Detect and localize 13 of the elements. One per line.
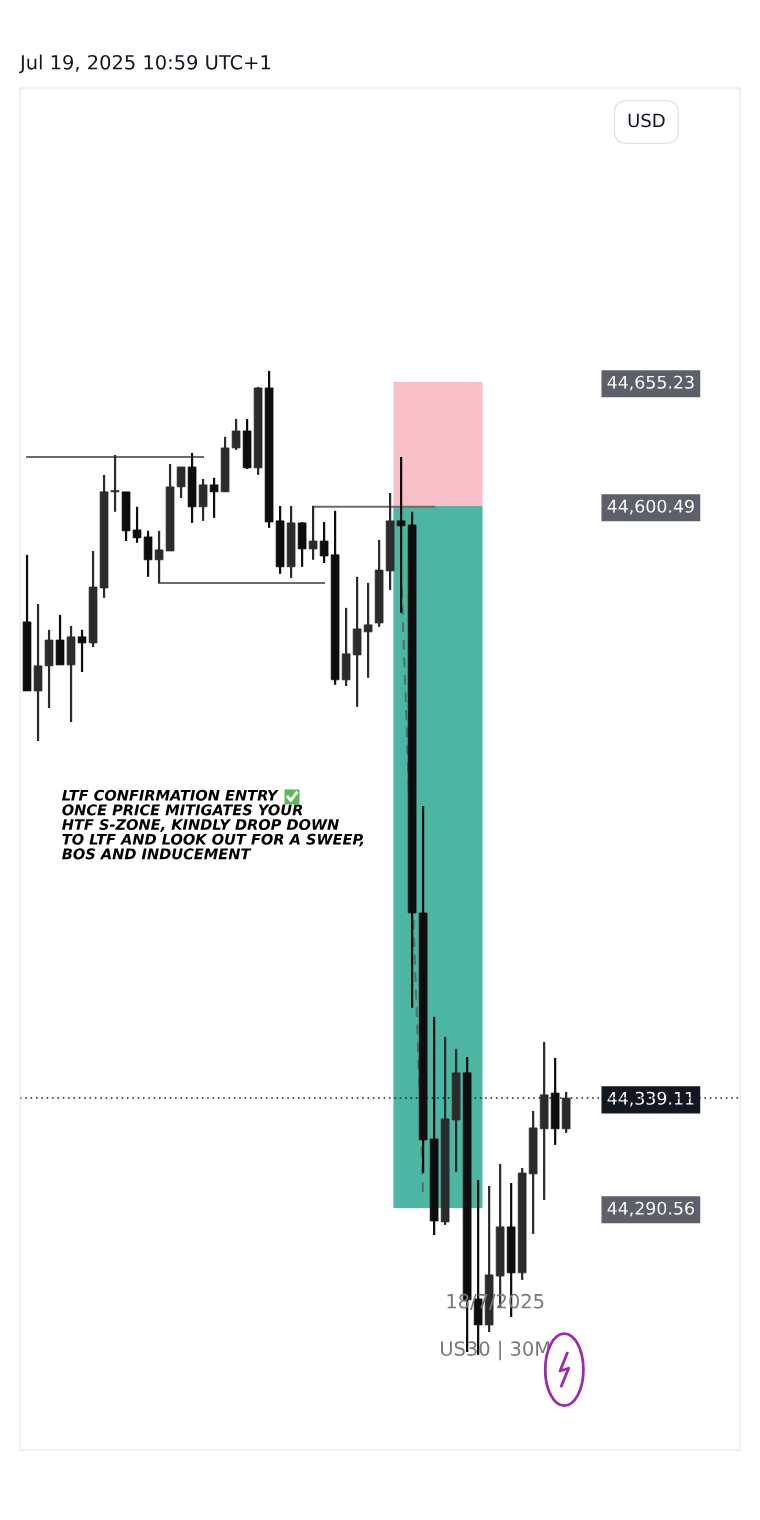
annotation: LTF CONFIRMATION ENTRY ONCE PRICE MITIGATES YOUR HTF S-ZONE, KINDLY DROP DOWN TO LTF AND LOOK OUT FOR A SWEEP, BOS AND INDUCEMENT	[62, 789, 364, 860]
y-tick-label: 44,600.49	[607, 499, 694, 515]
candlestick	[308, 504, 318, 561]
candlestick	[396, 455, 406, 614]
y-tick-label: 44,290.56	[607, 1201, 694, 1217]
chart-title: Jul 19, 2025 10:59 UTC+1	[18, 54, 271, 74]
candlestick	[198, 477, 208, 522]
candlestick	[209, 476, 219, 520]
y-tick-label: 44,339.11	[607, 1091, 694, 1107]
text: USD	[628, 113, 665, 128]
candlestick	[363, 581, 373, 679]
candlestick	[77, 628, 87, 674]
y-tick-label: 44,655.23	[607, 375, 694, 391]
